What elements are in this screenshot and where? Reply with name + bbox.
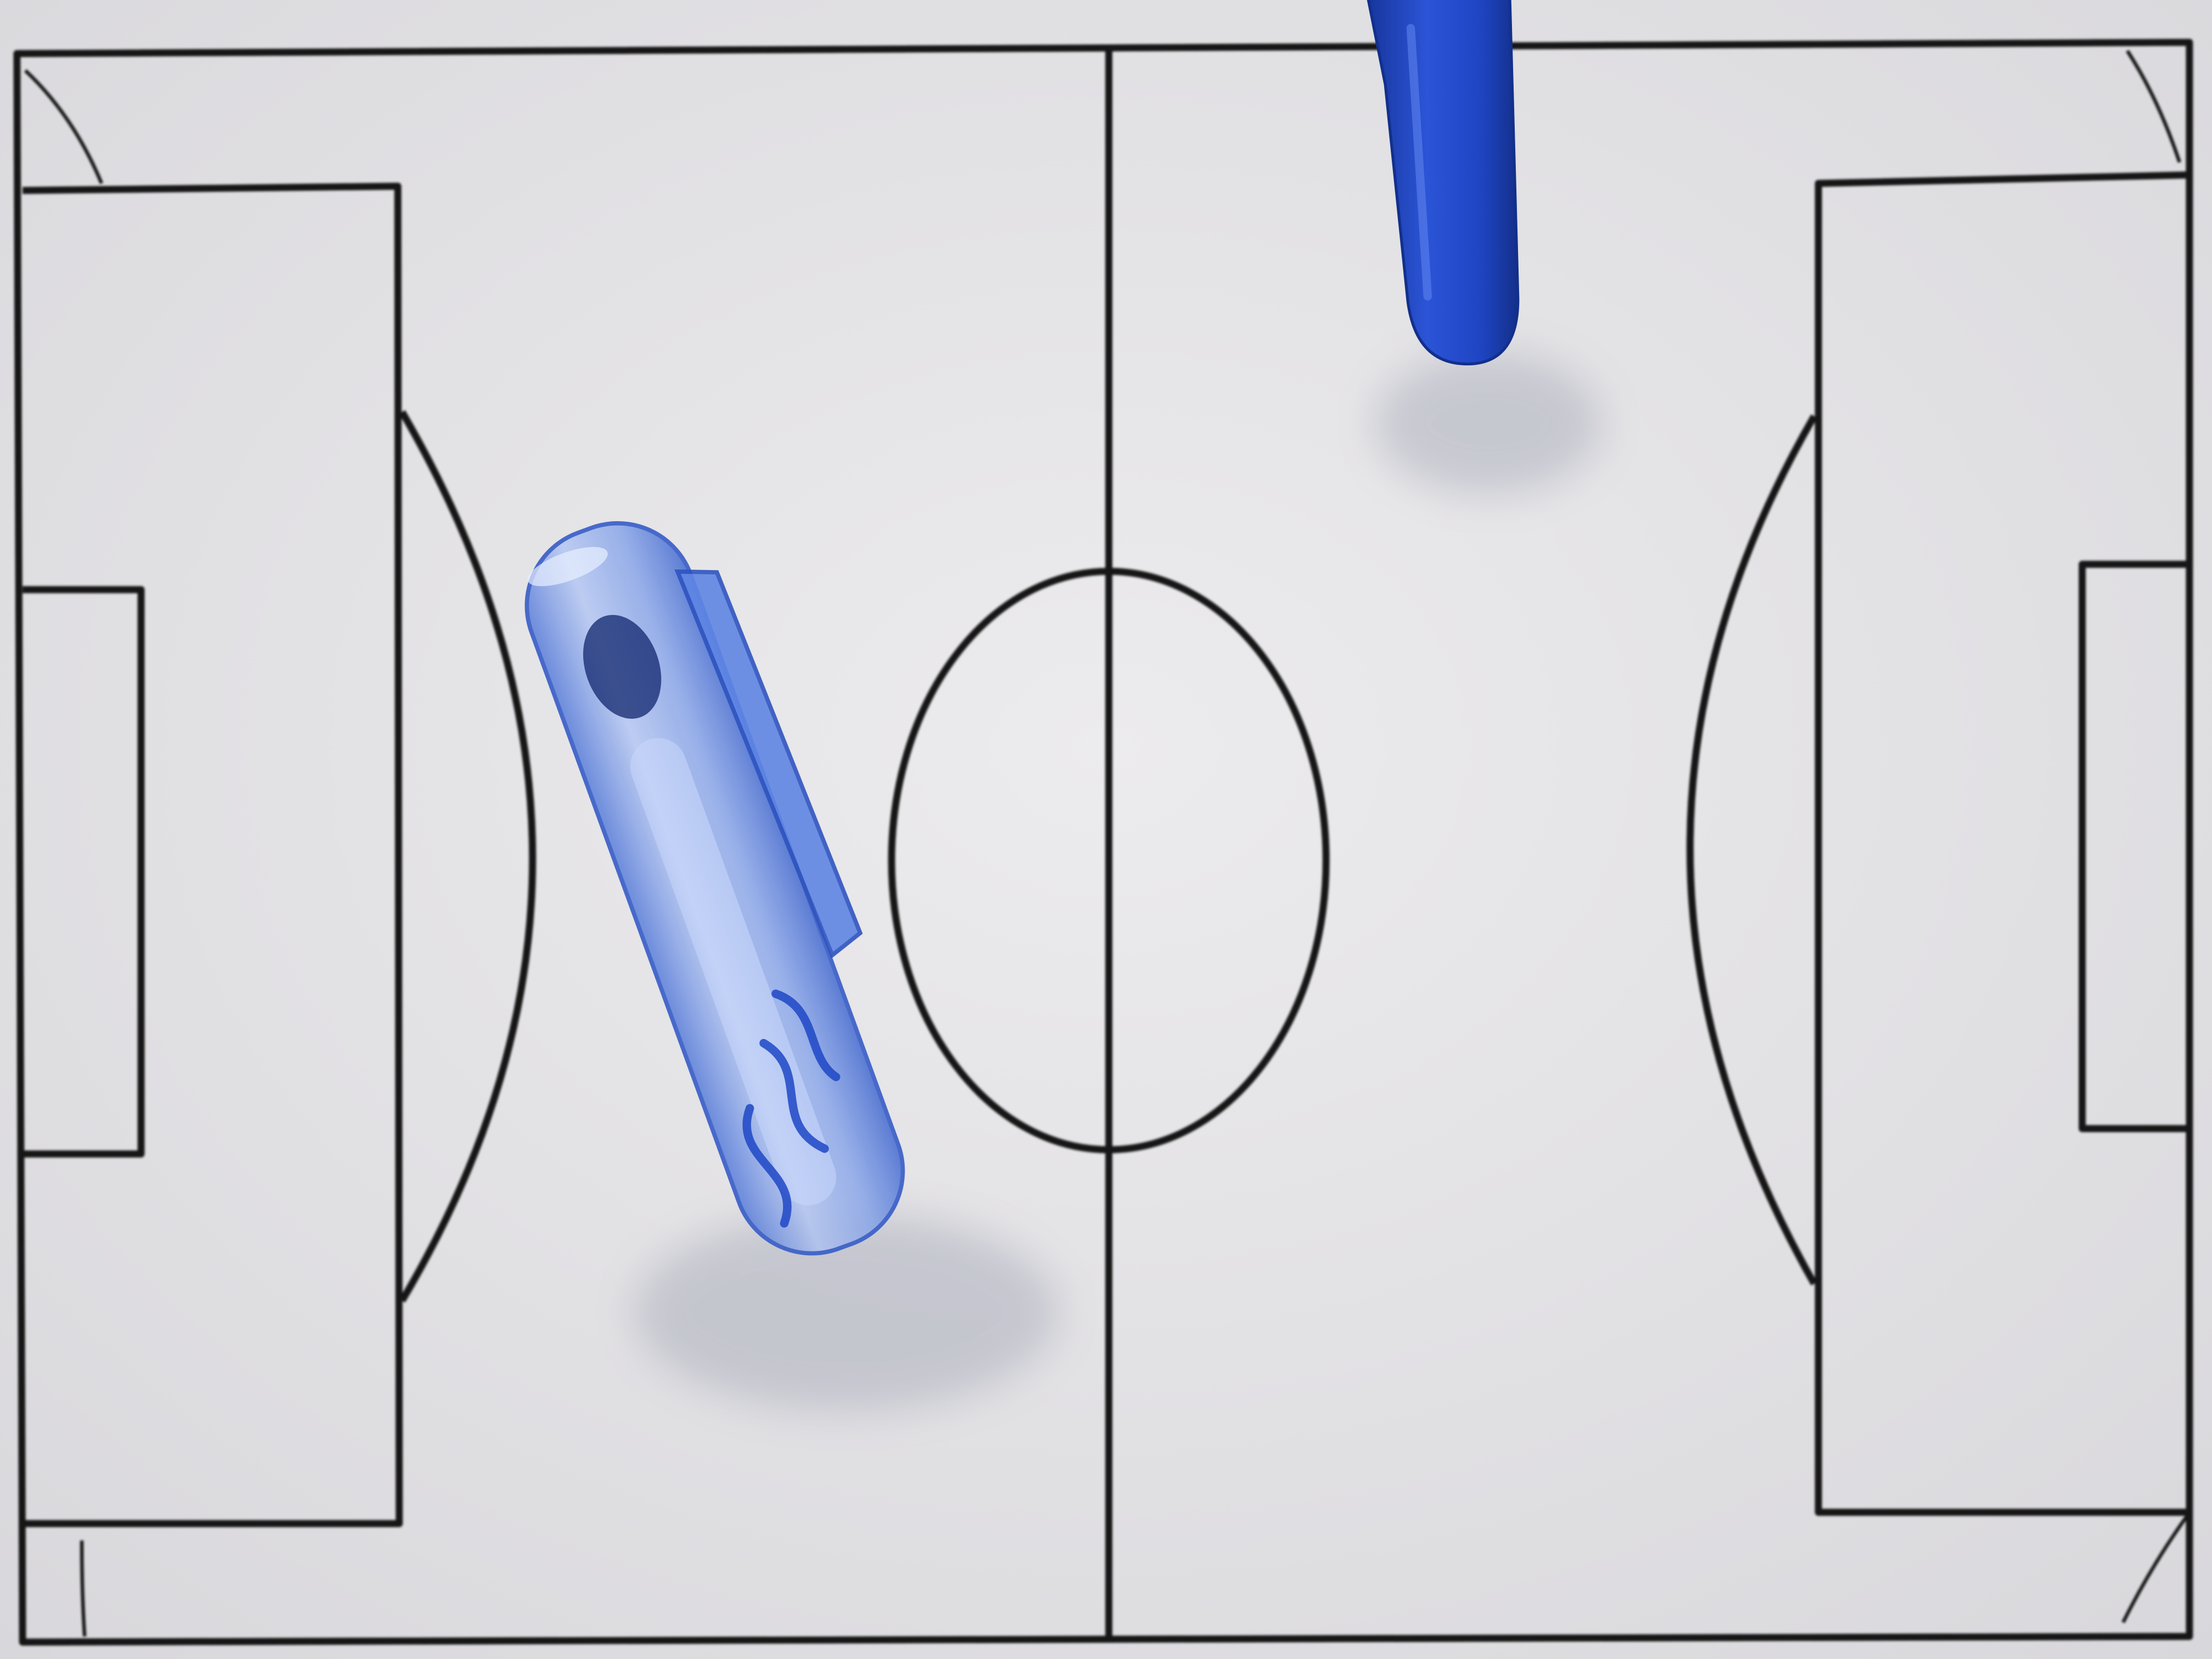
- corner-arc-bottom-left: [80, 1540, 87, 1637]
- translucent-pen-cap: [524, 521, 905, 1256]
- left-goal-area: [22, 586, 145, 1158]
- pen-cap-inner-tube: [630, 738, 837, 1206]
- marker-body: [1367, 0, 1520, 366]
- marker-highlight: [1406, 24, 1432, 301]
- marker-shadow: [1375, 352, 1601, 494]
- left-penalty-arc: [399, 410, 537, 1303]
- corner-arc-top-left: [24, 69, 104, 184]
- blue-marker: [1367, 0, 1520, 366]
- centre-circle: [888, 568, 1330, 1154]
- corner-arc-bottom-right: [2121, 1515, 2188, 1623]
- left-penalty-area: [22, 183, 403, 1527]
- pen-cap-inner-tip: [583, 614, 662, 719]
- pen-cap-highlight: [527, 546, 608, 586]
- pen-cap-clip: [674, 569, 863, 959]
- right-penalty-area: [1815, 171, 2190, 1516]
- right-goal-area: [2079, 561, 2190, 1132]
- right-penalty-arc: [1686, 414, 1818, 1286]
- pen-cap-shadow: [635, 1213, 1058, 1411]
- corner-arc-top-right: [2126, 49, 2181, 163]
- pen-cap-emboss: [742, 989, 840, 1228]
